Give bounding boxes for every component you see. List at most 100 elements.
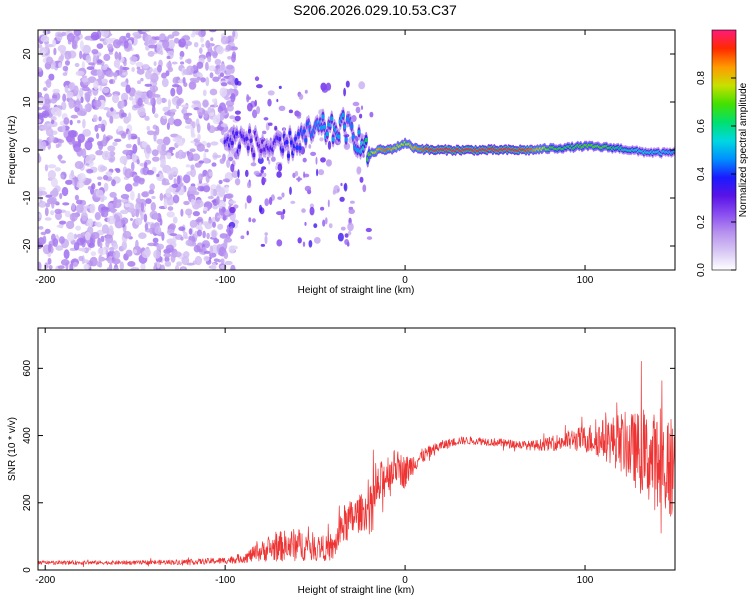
heatmap-noise-blob xyxy=(100,30,110,38)
colorbar-tick-label: 0.2 xyxy=(696,215,707,229)
heatmap-noise-blob xyxy=(225,193,234,200)
heatmap-noise-blob xyxy=(161,143,167,152)
x-tick-label: 100 xyxy=(577,275,594,286)
heatmap-noise-blob xyxy=(210,187,214,198)
heatmap-scatter-blob xyxy=(246,230,249,236)
heatmap-noise-blob xyxy=(91,183,96,190)
heatmap-noise-blob xyxy=(112,141,118,147)
heatmap-noise-blob xyxy=(230,93,236,103)
heatmap-scatter-blob xyxy=(343,87,346,97)
heatmap-noise-blob xyxy=(50,210,55,216)
heatmap-scatter-blob xyxy=(254,76,260,81)
heatmap-scatter-blob xyxy=(337,232,344,242)
heatmap-noise-blob xyxy=(130,267,140,270)
heatmap-noise-blob xyxy=(208,220,214,224)
heatmap-ridge-cell xyxy=(288,130,292,136)
heatmap-noise-blob xyxy=(210,37,214,42)
heatmap-noise-blob xyxy=(170,87,176,97)
heatmap-scatter-blob xyxy=(347,222,354,232)
heatmap-noise-blob xyxy=(71,39,77,49)
heatmap-noise-blob xyxy=(134,217,143,226)
heatmap-scatter-blob xyxy=(248,217,252,223)
heatmap-noise-blob xyxy=(68,99,74,109)
heatmap-scatter-blob xyxy=(290,200,296,204)
heatmap-noise-blob xyxy=(56,224,64,228)
heatmap-noise-blob xyxy=(83,263,90,270)
y-tick-label: 200 xyxy=(22,494,33,511)
heatmap-noise-blob xyxy=(77,120,81,124)
heatmap-noise-blob xyxy=(200,36,204,43)
heatmap-noise-blob xyxy=(64,50,72,60)
heatmap-noise-blob xyxy=(79,40,84,51)
heatmap-noise-blob xyxy=(110,107,114,112)
heatmap-scatter-blob xyxy=(289,186,292,195)
heatmap-noise-blob xyxy=(127,130,132,141)
heatmap-noise-blob xyxy=(185,43,189,50)
x-tick-label: -200 xyxy=(35,275,55,286)
heatmap-noise-blob xyxy=(151,149,159,157)
heatmap-scatter-blob xyxy=(260,243,266,247)
heatmap-noise-blob xyxy=(185,239,193,246)
heatmap-noise-blob xyxy=(100,197,105,203)
heatmap-noise-blob xyxy=(148,39,157,44)
heatmap-noise-blob xyxy=(219,233,228,239)
heatmap-noise-blob xyxy=(123,60,127,67)
heatmap-scatter-blob xyxy=(328,223,333,229)
heatmap-noise-blob xyxy=(233,84,238,89)
heatmap-scatter-blob xyxy=(308,240,313,248)
heatmap-scatter-blob xyxy=(304,185,312,192)
heatmap-scatter-blob xyxy=(260,168,264,174)
heatmap-noise-blob xyxy=(99,241,103,248)
heatmap-noise-blob xyxy=(81,211,88,222)
heatmap-scatter-blob xyxy=(267,98,272,107)
heatmap-scatter-blob xyxy=(263,117,269,121)
heatmap-noise-blob xyxy=(70,114,79,119)
heatmap-noise-blob xyxy=(97,123,103,129)
heatmap-noise-blob xyxy=(50,119,55,125)
heatmap-noise-blob xyxy=(86,218,94,227)
heatmap-scatter-blob xyxy=(352,101,360,107)
heatmap-noise-blob xyxy=(109,151,116,157)
heatmap-scatter-blob xyxy=(244,202,247,210)
heatmap-noise-blob xyxy=(167,206,174,211)
heatmap-noise-blob xyxy=(144,223,149,231)
heatmap-noise-blob xyxy=(114,138,122,142)
heatmap-noise-blob xyxy=(38,119,42,123)
heatmap-noise-blob xyxy=(219,63,226,73)
heatmap-scatter-blob xyxy=(362,184,367,193)
heatmap-noise-blob xyxy=(103,174,109,181)
heatmap-noise-blob xyxy=(176,261,183,267)
heatmap-noise-blob xyxy=(131,67,135,72)
heatmap-noise-blob xyxy=(52,39,57,47)
heatmap-noise-blob xyxy=(189,148,196,153)
heatmap-noise-blob xyxy=(162,136,171,146)
heatmap-noise-blob xyxy=(38,153,41,163)
heatmap-noise-blob xyxy=(125,143,132,149)
heatmap-noise-blob xyxy=(141,141,148,148)
heatmap-noise-blob xyxy=(156,44,163,55)
heatmap-noise-blob xyxy=(63,117,70,125)
heatmap-noise-blob xyxy=(203,255,210,262)
heatmap-scatter-blob xyxy=(230,80,236,86)
heatmap-noise-blob xyxy=(60,160,66,164)
heatmap-noise-blob xyxy=(208,171,213,177)
heatmap-noise-blob xyxy=(90,251,97,257)
heatmap-scatter-blob xyxy=(256,106,261,115)
spectrogram-y-axis-label: Frequency (Hz) xyxy=(7,116,18,185)
heatmap-noise-blob xyxy=(215,65,221,69)
heatmap-noise-blob xyxy=(124,203,131,208)
heatmap-noise-blob xyxy=(141,30,151,33)
heatmap-ridge-cell xyxy=(325,131,329,137)
colorbar-tick-label: 0.6 xyxy=(696,119,707,133)
heatmap-ridge-cell xyxy=(281,148,285,153)
heatmap-noise-blob xyxy=(103,182,109,192)
heatmap-noise-blob xyxy=(81,75,88,79)
heatmap-noise-blob xyxy=(190,198,195,206)
heatmap-noise-blob xyxy=(180,61,185,65)
heatmap-noise-blob xyxy=(226,159,231,168)
heatmap-noise-blob xyxy=(76,199,83,205)
heatmap-scatter-blob xyxy=(319,137,324,142)
heatmap-noise-blob xyxy=(109,79,113,84)
y-tick-label: 400 xyxy=(22,427,33,444)
